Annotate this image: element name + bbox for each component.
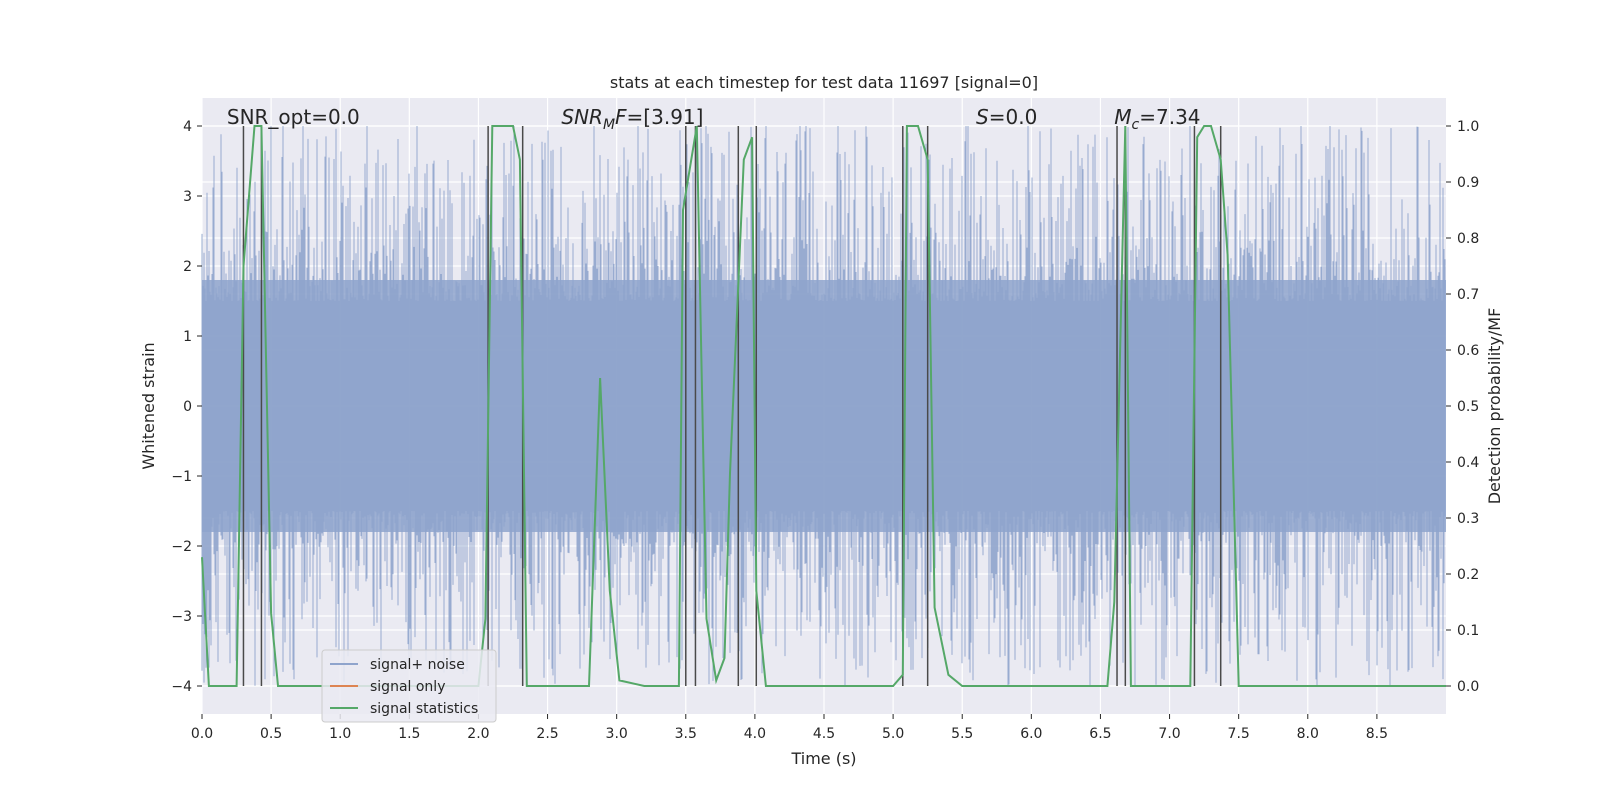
x-tick-label-1: 0.5	[260, 726, 282, 742]
y-tick-label-0: −4	[171, 679, 192, 695]
y2-tick-label-0: 0.0	[1457, 679, 1479, 695]
legend-label-noise: signal+ noise	[370, 657, 465, 673]
y-tick-label-7: 3	[183, 189, 192, 205]
annotation-s-val: S=0.0	[976, 105, 1037, 129]
x-tick-label-11: 5.5	[951, 726, 973, 742]
legend-label-stats: signal statistics	[370, 701, 478, 717]
y2-tick-label-2: 0.2	[1457, 567, 1479, 583]
y2-tick-label-6: 0.6	[1457, 343, 1479, 359]
chart-title: stats at each timestep for test data 116…	[610, 73, 1038, 92]
y2-tick-label-4: 0.4	[1457, 455, 1479, 471]
x-axis: 0.0 0.5 1.0 1.5 2.0 2.5 3.0 3.5 4.0 4.5 5.0 5.5 6.0 6…	[191, 714, 1388, 742]
y2-tick-label-1: 0.1	[1457, 623, 1479, 639]
x-tick-label-14: 7.0	[1158, 726, 1180, 742]
y2-tick-label-3: 0.3	[1457, 511, 1479, 527]
x-tick-label-3: 1.5	[398, 726, 420, 742]
x-tick-label-10: 5.0	[882, 726, 904, 742]
x-tick-label-16: 8.0	[1297, 726, 1319, 742]
y2-tick-label-7: 0.7	[1457, 287, 1479, 303]
y-tick-label-3: −1	[171, 469, 192, 485]
legend-box	[321, 649, 497, 723]
y2-tick-label-10: 1.0	[1457, 119, 1479, 135]
x-tick-label-13: 6.5	[1089, 726, 1111, 742]
x-tick-label-17: 8.5	[1366, 726, 1388, 742]
x-tick-label-7: 3.5	[675, 726, 697, 742]
annotation-snr-opt: SNR_opt=0.0	[227, 105, 360, 129]
signal-noise-trace	[201, 126, 1446, 686]
legend: signal+ noise signal only signal statist…	[321, 649, 497, 723]
y2-axis-label: Detection probability/MF	[1485, 308, 1504, 505]
y-tick-label-4: 0	[183, 399, 192, 415]
x-tick-label-8: 4.0	[744, 726, 766, 742]
y-tick-label-6: 2	[183, 259, 192, 275]
y-tick-label-2: −2	[171, 539, 192, 555]
x-tick-label-6: 3.0	[606, 726, 628, 742]
x-tick-label-12: 6.0	[1020, 726, 1042, 742]
y2-tick-label-9: 0.9	[1457, 175, 1479, 191]
y2-tick-label-5: 0.5	[1457, 399, 1479, 415]
x-tick-label-2: 1.0	[329, 726, 351, 742]
right-axis: 0.0 0.1 0.2 0.3 0.4 0.5 0.6 0.7 0.8 0.9 1.0	[1446, 119, 1479, 695]
y-tick-label-1: −3	[171, 609, 192, 625]
x-tick-label-0: 0.0	[191, 726, 213, 742]
annotations: SNR_opt=0.0 SNRMF=[3.91] S=0.0 Mc=7.34	[227, 105, 1201, 133]
x-axis-label: Time (s)	[790, 749, 856, 768]
y-tick-label-5: 1	[183, 329, 192, 345]
y2-tick-label-8: 0.8	[1457, 231, 1479, 247]
y-axis-label: Whitened strain	[139, 342, 158, 469]
left-axis: −4 −3 −2 −1 0 1 2 3 4	[171, 119, 202, 695]
x-tick-label-9: 4.5	[813, 726, 835, 742]
legend-label-signal: signal only	[370, 679, 445, 695]
annotation-snr-mf: SNRMF=[3.91]	[561, 105, 703, 133]
x-tick-label-15: 7.5	[1228, 726, 1250, 742]
x-tick-label-4: 2.0	[467, 726, 489, 742]
annotation-mc-val: Mc=7.34	[1114, 105, 1200, 133]
x-tick-label-5: 2.5	[536, 726, 558, 742]
y-tick-label-8: 4	[183, 119, 192, 135]
